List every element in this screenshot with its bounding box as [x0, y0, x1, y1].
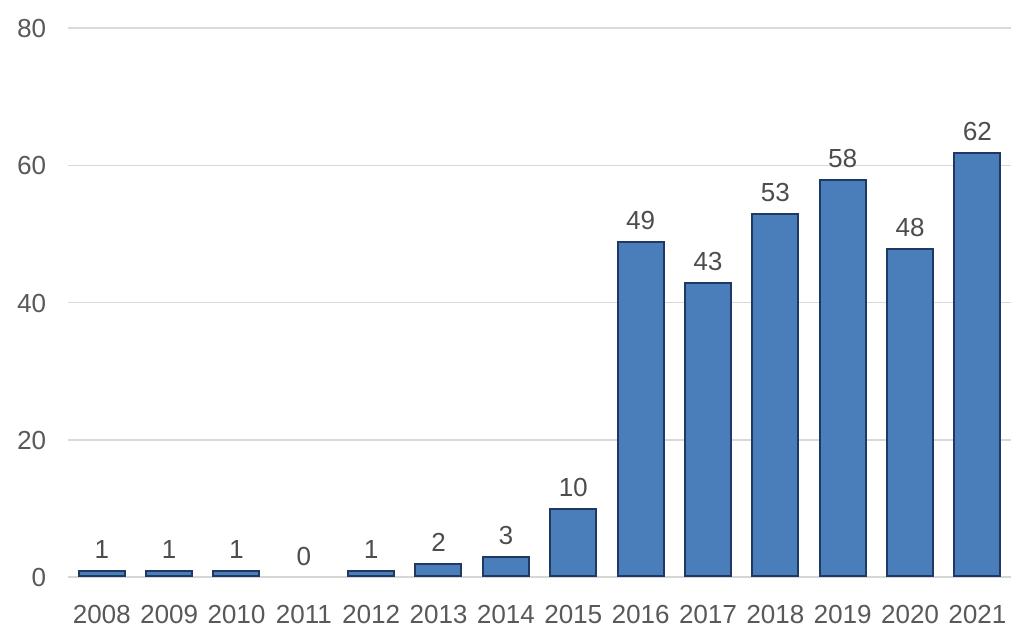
bar-value-label: 1 [229, 534, 244, 565]
bar-value-label: 58 [828, 142, 858, 173]
bar-value-label: 43 [693, 245, 723, 276]
bar [347, 570, 396, 577]
bar-value-label: 53 [760, 177, 790, 208]
x-axis-tick-label: 2009 [140, 599, 198, 629]
x-axis-tick-label: 2008 [72, 599, 131, 629]
bar-value-label: 1 [363, 534, 379, 565]
y-axis-tick-label: 60 [17, 150, 46, 181]
bar [885, 247, 934, 577]
bar [414, 563, 463, 577]
y-axis-tick-label: 0 [31, 562, 46, 592]
gridline [68, 27, 1011, 29]
bar-value-label: 0 [296, 541, 311, 571]
bar-value-label: 1 [94, 534, 109, 565]
bar [953, 151, 1002, 577]
x-axis-tick-label: 2013 [409, 599, 468, 629]
bar-value-label: 1 [161, 534, 177, 565]
x-axis-tick-label: 2018 [746, 599, 805, 629]
gridline [68, 439, 1011, 441]
bar [818, 178, 867, 577]
bar-value-label: 3 [498, 520, 514, 551]
bar-value-label: 10 [558, 472, 588, 503]
x-axis-tick-label: 2015 [544, 599, 603, 629]
bar [683, 281, 732, 577]
x-axis-tick-label: 2017 [678, 599, 737, 629]
y-axis-tick-label: 80 [17, 13, 46, 43]
x-axis-tick-label: 2014 [476, 599, 535, 629]
x-axis-tick-label: 2016 [611, 599, 670, 629]
x-axis-tick-label: 2011 [275, 599, 332, 629]
bar-value-label: 48 [895, 211, 925, 242]
gridline [68, 164, 1011, 166]
bar [77, 570, 126, 577]
bar-value-label: 62 [962, 115, 992, 146]
gridline [68, 301, 1011, 304]
x-axis-tick-label: 2020 [881, 599, 939, 629]
x-axis-tick-label: 2012 [342, 599, 401, 629]
x-axis-tick-label: 2010 [207, 599, 266, 629]
x-axis-tick-label: 2019 [813, 599, 872, 629]
bar-value-label: 2 [431, 527, 446, 558]
bar [549, 508, 598, 577]
bar [616, 240, 665, 577]
y-axis-tick-label: 40 [17, 287, 46, 318]
bar [212, 570, 261, 577]
x-axis-line [68, 576, 1011, 578]
bar [481, 556, 530, 577]
bar [145, 570, 194, 577]
y-axis-tick-label: 20 [17, 424, 46, 455]
bar-value-label: 49 [626, 204, 655, 235]
bar [751, 213, 800, 577]
x-axis-tick-label: 2021 [948, 599, 1007, 629]
